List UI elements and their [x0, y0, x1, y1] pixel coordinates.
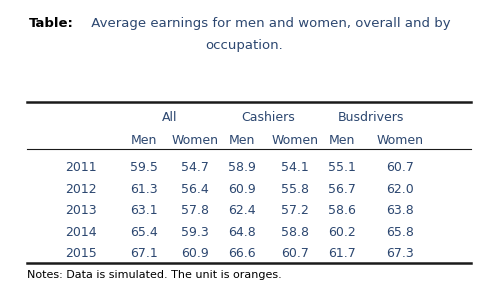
Text: Women: Women	[272, 134, 319, 147]
Text: 55.8: 55.8	[281, 183, 309, 196]
Text: Notes: Data is simulated. The unit is oranges.: Notes: Data is simulated. The unit is or…	[27, 270, 282, 280]
Text: Women: Women	[377, 134, 424, 147]
Text: 65.8: 65.8	[386, 226, 414, 239]
Text: 60.7: 60.7	[281, 247, 309, 261]
Text: 59.5: 59.5	[130, 161, 158, 174]
Text: 67.3: 67.3	[386, 247, 414, 261]
Text: 56.4: 56.4	[182, 183, 209, 196]
Text: 2011: 2011	[65, 161, 96, 174]
Text: occupation.: occupation.	[205, 39, 283, 52]
Text: 63.1: 63.1	[130, 204, 158, 218]
Text: 61.3: 61.3	[130, 183, 158, 196]
Text: Women: Women	[172, 134, 219, 147]
Text: 60.7: 60.7	[386, 161, 414, 174]
Text: Table:: Table:	[29, 17, 74, 30]
Text: 62.0: 62.0	[386, 183, 414, 196]
Text: All: All	[162, 111, 177, 124]
Text: Men: Men	[228, 134, 255, 147]
Text: 62.4: 62.4	[228, 204, 255, 218]
Text: 64.8: 64.8	[228, 226, 255, 239]
Text: 60.9: 60.9	[228, 183, 255, 196]
Text: Men: Men	[131, 134, 157, 147]
Text: Busdrivers: Busdrivers	[338, 111, 404, 124]
Text: 61.7: 61.7	[328, 247, 355, 261]
Text: Cashiers: Cashiers	[242, 111, 295, 124]
Text: 67.1: 67.1	[130, 247, 158, 261]
Text: 54.7: 54.7	[181, 161, 209, 174]
Text: Average earnings for men and women, overall and by: Average earnings for men and women, over…	[87, 17, 450, 30]
Text: 55.1: 55.1	[327, 161, 356, 174]
Text: 66.6: 66.6	[228, 247, 255, 261]
Text: 2013: 2013	[65, 204, 96, 218]
Text: 2012: 2012	[65, 183, 96, 196]
Text: 59.3: 59.3	[182, 226, 209, 239]
Text: 56.7: 56.7	[327, 183, 356, 196]
Text: 57.2: 57.2	[281, 204, 309, 218]
Text: 63.8: 63.8	[386, 204, 414, 218]
Text: 58.6: 58.6	[327, 204, 356, 218]
Text: 2015: 2015	[64, 247, 97, 261]
Text: 57.8: 57.8	[181, 204, 209, 218]
Text: 60.9: 60.9	[182, 247, 209, 261]
Text: 65.4: 65.4	[130, 226, 158, 239]
Text: 60.2: 60.2	[328, 226, 355, 239]
Text: 2014: 2014	[65, 226, 96, 239]
Text: 58.9: 58.9	[227, 161, 256, 174]
Text: 54.1: 54.1	[282, 161, 309, 174]
Text: Men: Men	[328, 134, 355, 147]
Text: 58.8: 58.8	[281, 226, 309, 239]
